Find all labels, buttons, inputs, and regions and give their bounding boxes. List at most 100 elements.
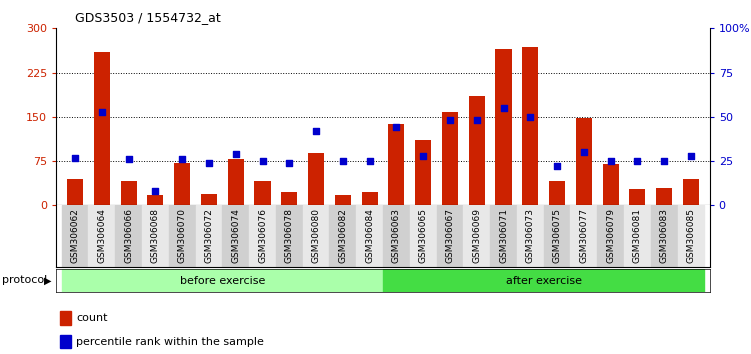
Bar [490,205,517,267]
Bar [415,141,431,205]
Text: GSM306085: GSM306085 [686,209,695,263]
Text: GSM306071: GSM306071 [499,209,508,263]
Text: GSM306076: GSM306076 [258,209,267,263]
Point [417,153,429,159]
Text: GSM306082: GSM306082 [339,209,348,263]
Text: protocol: protocol [2,275,47,285]
Bar [121,181,137,205]
Text: GSM306081: GSM306081 [633,209,642,263]
Point [69,155,81,160]
Point [444,118,456,123]
Text: GSM306074: GSM306074 [231,209,240,263]
Bar [249,205,276,267]
Point [310,128,322,134]
Bar [303,205,330,267]
Point [578,149,590,155]
Point [497,105,509,111]
Bar [59,335,71,348]
Bar [330,205,356,267]
Point [632,158,644,164]
Bar [522,47,538,205]
Bar [656,188,672,205]
Bar [629,189,645,205]
Text: GSM306062: GSM306062 [71,209,80,263]
Bar [496,49,511,205]
Bar [361,192,378,205]
Point [363,158,376,164]
Point [96,109,108,114]
Bar [463,205,490,267]
Bar [624,205,651,267]
Bar [67,179,83,205]
Text: GSM306077: GSM306077 [579,209,588,263]
Bar [651,205,677,267]
Text: after exercise: after exercise [505,275,582,286]
Bar [683,179,699,205]
Bar [142,205,169,267]
Bar [222,205,249,267]
Bar [308,153,324,205]
Bar [201,194,217,205]
Bar [62,269,383,292]
Bar [169,205,195,267]
Bar [549,181,565,205]
Bar [356,205,383,267]
Text: GSM306083: GSM306083 [659,209,668,263]
Point [257,158,269,164]
Text: percentile rank within the sample: percentile rank within the sample [76,337,264,347]
Bar [517,205,544,267]
Point [524,114,536,120]
Text: GSM306065: GSM306065 [418,209,427,263]
Point [176,156,189,162]
Point [203,160,215,166]
Bar [282,192,297,205]
Text: GSM306066: GSM306066 [124,209,133,263]
Text: before exercise: before exercise [179,275,265,286]
Bar [544,205,571,267]
Bar [383,205,410,267]
Text: GSM306075: GSM306075 [553,209,562,263]
Point [230,151,242,157]
Bar [89,205,115,267]
Point [391,125,403,130]
Text: GSM306072: GSM306072 [204,209,213,263]
Point [605,158,617,164]
Text: count: count [76,313,107,323]
Text: GSM306079: GSM306079 [606,209,615,263]
Bar [383,269,704,292]
Bar [576,118,592,205]
Bar [195,205,222,267]
Text: ▶: ▶ [44,275,51,285]
Bar [436,205,463,267]
Text: GSM306069: GSM306069 [472,209,481,263]
Text: GDS3503 / 1554732_at: GDS3503 / 1554732_at [75,11,221,24]
Text: GSM306063: GSM306063 [392,209,401,263]
Bar [228,159,244,205]
Point [283,160,295,166]
Text: GSM306078: GSM306078 [285,209,294,263]
Text: GSM306084: GSM306084 [365,209,374,263]
Point [149,188,161,194]
Bar [410,205,436,267]
Point [337,158,349,164]
Bar [602,164,619,205]
Bar [147,195,164,205]
Bar [255,181,270,205]
Bar [469,96,484,205]
Bar [677,205,704,267]
Point [658,158,670,164]
Bar [115,205,142,267]
Point [122,156,134,162]
Point [471,118,483,123]
Bar [174,163,190,205]
Bar [442,112,458,205]
Text: GSM306068: GSM306068 [151,209,160,263]
Text: GSM306067: GSM306067 [445,209,454,263]
Point [685,153,697,159]
Bar [59,312,71,325]
Bar [388,124,405,205]
Text: GSM306070: GSM306070 [178,209,187,263]
Text: GSM306064: GSM306064 [98,209,107,263]
Bar [94,52,110,205]
Text: GSM306080: GSM306080 [312,209,321,263]
